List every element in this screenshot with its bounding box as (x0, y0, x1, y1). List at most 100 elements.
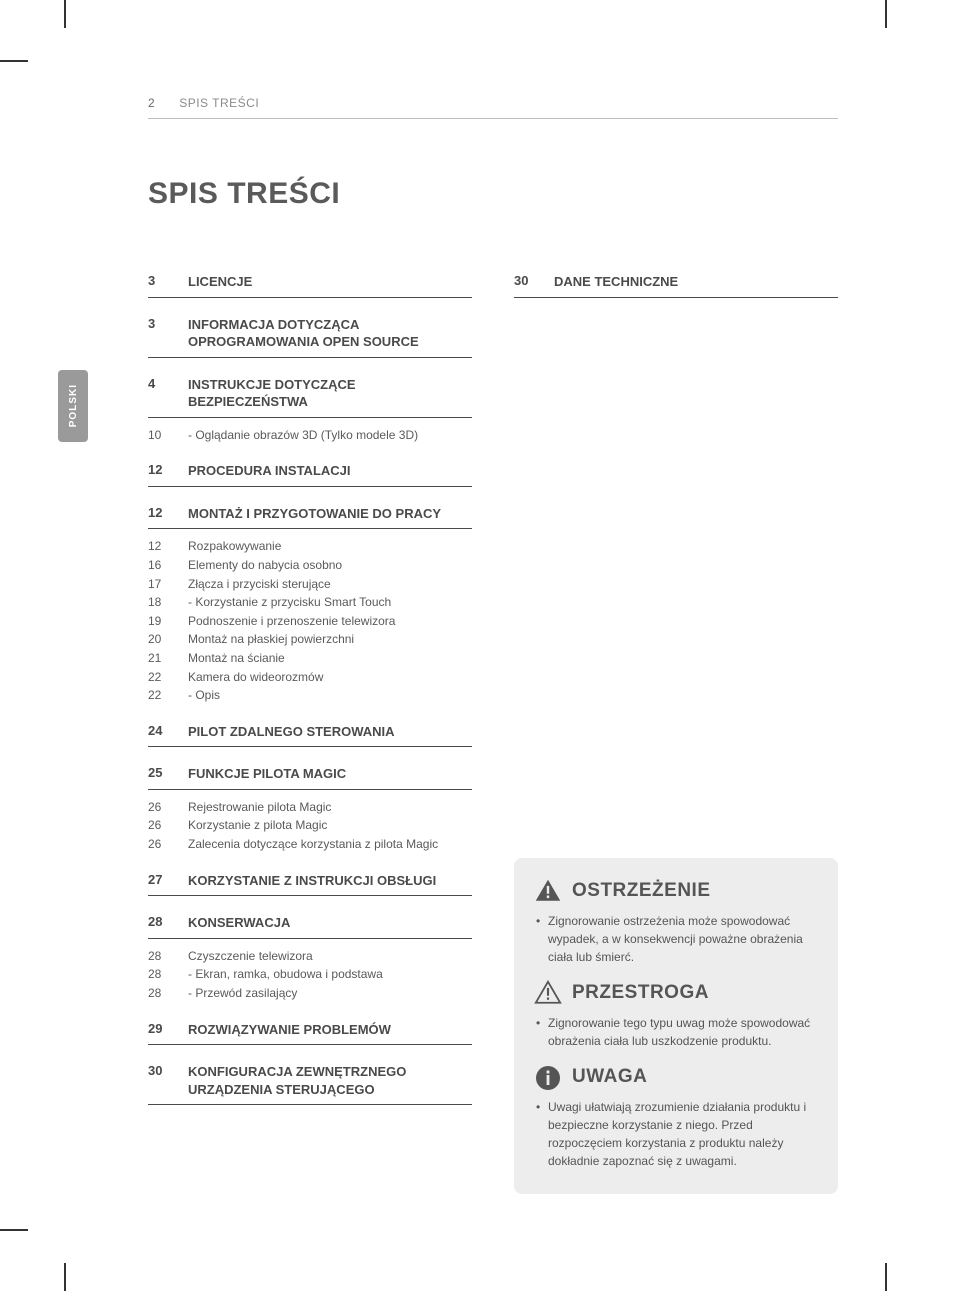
toc-section: 3 INFORMACJA DOTYCZĄCA OPROGRAMOWANIA OPE… (148, 316, 472, 358)
toc-item-title: Rozpakowywanie (188, 537, 472, 556)
toc-page-number: 26 (148, 816, 170, 835)
toc-columns: 3 LICENCJE 3 INFORMACJA DOTYCZĄCA OPROGRAMO… (148, 273, 838, 1194)
language-tab-label: POLSKI (68, 384, 79, 427)
caution-title: PRZESTROGA (572, 982, 709, 1004)
toc-section-title: ROZWIĄZYWANIE PROBLEMÓW (188, 1021, 391, 1039)
toc-item: 26 Rejestrowanie pilota Magic (148, 798, 472, 817)
toc-item: 28 Czyszczenie telewizora (148, 947, 472, 966)
warning-body: Zignorowanie ostrzeżenia może spowodować… (534, 912, 818, 966)
toc-page-number: 10 (148, 426, 170, 445)
toc-item: 28 - Przewód zasilający (148, 984, 472, 1003)
toc-item: 22 Kamera do wideorozmów (148, 668, 472, 687)
toc-page-number: 4 (148, 376, 170, 411)
crop-mark (885, 0, 887, 28)
toc-section-title: KORZYSTANIE Z INSTRUKCJI OBSŁUGI (188, 872, 436, 890)
toc-left-column: 3 LICENCJE 3 INFORMACJA DOTYCZĄCA OPROGRAMO… (148, 273, 472, 1194)
crop-mark (64, 0, 66, 28)
toc-item-title: Czyszczenie telewizora (188, 947, 472, 966)
toc-section-title: PILOT ZDALNEGO STEROWANIA (188, 723, 395, 741)
toc-item: 21 Montaż na ścianie (148, 649, 472, 668)
toc-item-title: Zalecenia dotyczące korzystania z pilota… (188, 835, 472, 854)
notice-box: OSTRZEŻENIE Zignorowanie ostrzeżenia moż… (514, 858, 838, 1194)
warning-icon (534, 878, 562, 904)
running-title: SPIS TREŚCI (179, 96, 259, 110)
toc-page-number: 3 (148, 316, 170, 351)
toc-item-title: - Przewód zasilający (188, 984, 472, 1003)
toc-page-number: 12 (148, 462, 170, 480)
toc-page-number: 28 (148, 947, 170, 966)
toc-section-title: INFORMACJA DOTYCZĄCA OPROGRAMOWANIA OPEN… (188, 316, 472, 351)
toc-page-number: 27 (148, 872, 170, 890)
toc-item-title: Podnoszenie i przenoszenie telewizora (188, 612, 472, 631)
toc-section: 27 KORZYSTANIE Z INSTRUKCJI OBSŁUGI (148, 872, 472, 897)
toc-page-number: 12 (148, 505, 170, 523)
toc-item: 26 Zalecenia dotyczące korzystania z pilo… (148, 835, 472, 854)
toc-page-number: 21 (148, 649, 170, 668)
toc-item-title: - Ekran, ramka, obudowa i podstawa (188, 965, 472, 984)
warning-heading: OSTRZEŻENIE (534, 878, 818, 904)
toc-item-title: Złącza i przyciski sterujące (188, 575, 472, 594)
toc-item-title: Rejestrowanie pilota Magic (188, 798, 472, 817)
toc-section-title: LICENCJE (188, 273, 252, 291)
toc-page-number: 26 (148, 798, 170, 817)
note-heading: UWAGA (534, 1064, 818, 1090)
toc-item: 18 - Korzystanie z przycisku Smart Touch (148, 593, 472, 612)
toc-page-number: 25 (148, 765, 170, 783)
toc-item: 10 - Oglądanie obrazów 3D (Tylko modele … (148, 426, 472, 445)
toc-page-number: 28 (148, 984, 170, 1003)
toc-section: 29ROZWIĄZYWANIE PROBLEMÓW (148, 1021, 472, 1046)
language-tab: POLSKI (58, 370, 88, 442)
warning-title: OSTRZEŻENIE (572, 880, 711, 902)
toc-section: 3 LICENCJE (148, 273, 472, 298)
toc-page-number: 17 (148, 575, 170, 594)
toc-item: 16 Elementy do nabycia osobno (148, 556, 472, 575)
toc-item: 26 Korzystanie z pilota Magic (148, 816, 472, 835)
toc-section-title: KONSERWACJA (188, 914, 290, 932)
toc-page-number: 22 (148, 668, 170, 687)
toc-page-number: 30 (514, 273, 536, 291)
crop-mark (0, 1229, 28, 1231)
page-title: SPIS TREŚCI (148, 177, 838, 211)
toc-item: 22 - Opis (148, 686, 472, 705)
toc-page-number: 30 (148, 1063, 170, 1098)
note-body: Uwagi ułatwiają zrozumienie działania pr… (534, 1098, 818, 1170)
toc-page-number: 22 (148, 686, 170, 705)
toc-item: 28 - Ekran, ramka, obudowa i podstawa (148, 965, 472, 984)
toc-section-title: FUNKCJE PILOTA MAGIC (188, 765, 346, 783)
crop-mark (64, 1263, 66, 1291)
toc-section-title: DANE TECHNICZNE (554, 273, 678, 291)
toc-section-title: KONFIGURACJA ZEWNĘTRZNEGO URZĄDZENIA STE… (188, 1063, 472, 1098)
toc-item: 12 Rozpakowywanie (148, 537, 472, 556)
toc-section: 25 FUNKCJE PILOTA MAGIC (148, 765, 472, 790)
toc-page-number: 20 (148, 630, 170, 649)
toc-page-number: 3 (148, 273, 170, 291)
toc-section-title: INSTRUKCJE DOTYCZĄCE BEZPIECZEŃSTWA (188, 376, 472, 411)
toc-section: 30 DANE TECHNICZNE (514, 273, 838, 298)
toc-item-title: - Opis (188, 686, 472, 705)
crop-mark (885, 1263, 887, 1291)
toc-page-number: 19 (148, 612, 170, 631)
caution-body: Zignorowanie tego typu uwag może spowodo… (534, 1014, 818, 1050)
toc-page-number: 28 (148, 914, 170, 932)
toc-page-number: 12 (148, 537, 170, 556)
toc-item-title: Montaż na ścianie (188, 649, 472, 668)
toc-item-title: Elementy do nabycia osobno (188, 556, 472, 575)
toc-section-title: MONTAŻ I PRZYGOTOWANIE DO PRACY (188, 505, 441, 523)
toc-item: 20Montaż na płaskiej powierzchni (148, 630, 472, 649)
toc-section: 24 PILOT ZDALNEGO STEROWANIA (148, 723, 472, 748)
toc-page-number: 28 (148, 965, 170, 984)
note-icon (534, 1064, 562, 1090)
toc-section-title: PROCEDURA INSTALACJI (188, 462, 351, 480)
page-content: 2 SPIS TREŚCI SPIS TREŚCI 3 LICENCJE 3 INFO… (148, 96, 838, 1194)
toc-item: 17 Złącza i przyciski sterujące (148, 575, 472, 594)
toc-item-title: Korzystanie z pilota Magic (188, 816, 472, 835)
toc-page-number: 24 (148, 723, 170, 741)
crop-mark (0, 60, 28, 62)
caution-heading: PRZESTROGA (534, 980, 818, 1006)
toc-page-number: 16 (148, 556, 170, 575)
page-number: 2 (148, 96, 155, 110)
toc-item-title: Kamera do wideorozmów (188, 668, 472, 687)
toc-right-column: 30 DANE TECHNICZNE OSTRZEŻENIE Zignorowan… (514, 273, 838, 1194)
toc-page-number: 26 (148, 835, 170, 854)
toc-section: 12 PROCEDURA INSTALACJI (148, 462, 472, 487)
